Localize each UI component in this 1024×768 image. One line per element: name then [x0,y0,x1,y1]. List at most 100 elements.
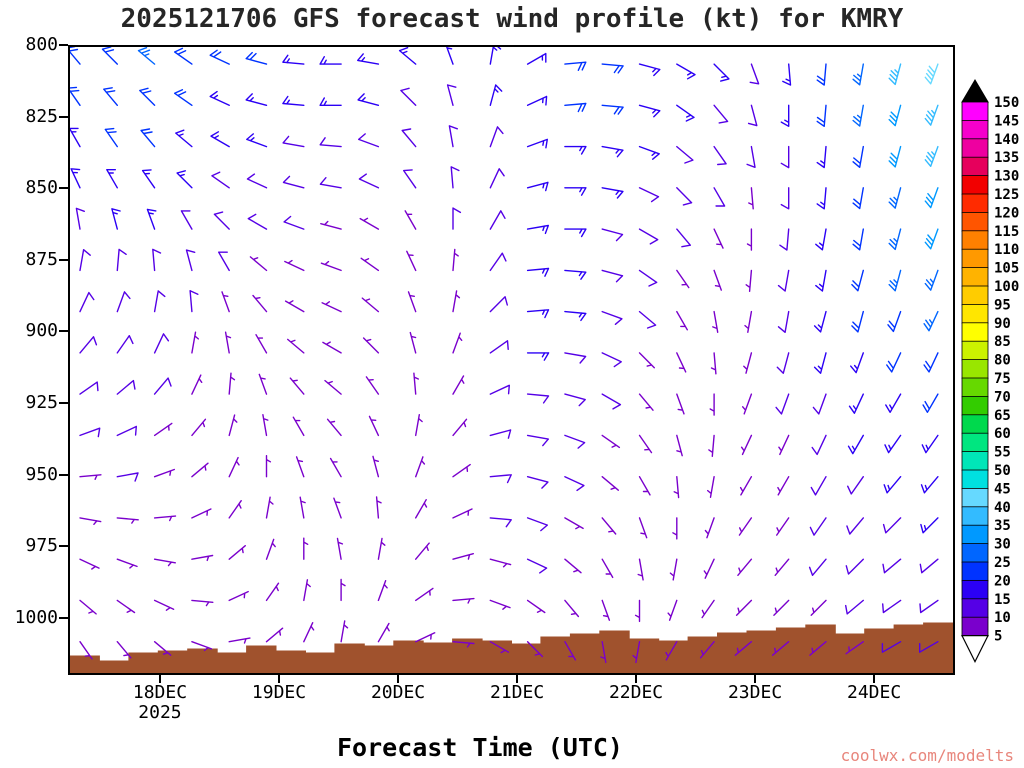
wind-barb [340,620,349,643]
colorbar-cell [961,469,989,490]
wind-barb [638,145,660,160]
colorbar-cell [961,524,989,545]
wind-barb [282,95,305,106]
wind-barb [228,637,251,644]
wind-barb [116,472,139,482]
wind-barb [111,208,121,230]
colorbar-cell [961,616,989,637]
wind-barb [775,393,790,415]
wind-barb [699,641,715,659]
wind-barb [452,597,475,604]
colorbar-tick-label: 65 [994,408,1011,424]
x-tick-mark [397,675,400,683]
wind-barb [79,641,93,660]
wind-barb [319,97,342,106]
wind-barb [601,517,617,535]
colorbar-cell [961,193,989,214]
wind-barb [672,517,678,540]
colorbar-tick-label: 75 [994,371,1011,387]
y-tick-mark [59,330,68,333]
wind-barb [847,434,864,455]
wind-barb [359,217,380,230]
wind-barb [324,379,342,395]
wind-barb [852,104,864,127]
terrain-profile [70,622,953,673]
colorbar-legend: 5 10 15 20 25 30 35 40 45 50 55 60 65 70 75 80 85 90 95 100… [961,79,1019,663]
colorbar-cell [961,267,989,288]
wind-barb [140,128,156,148]
x-axis-year-label: 2025 [138,702,182,723]
wind-barb [452,641,475,648]
wind-barb [185,249,196,272]
wind-barb [209,90,230,106]
wind-barb [601,63,624,74]
wind-barb [526,309,550,319]
wind-barb [415,499,428,519]
wind-barb [703,558,715,579]
wind-barb [924,63,939,85]
colorbar-tick-label: 85 [994,334,1011,350]
wind-barb [526,641,544,658]
wind-barb [526,95,548,106]
wind-barb [191,462,209,478]
wind-barb [141,169,156,189]
wind-barb [774,558,790,576]
wind-barb [921,434,939,454]
colorbar-cell [961,120,989,140]
wind-barb [816,187,827,210]
wind-barb [676,187,693,206]
wind-barb [228,500,242,519]
colorbar-cell [961,395,989,416]
wind-barb [284,300,305,313]
colorbar-tick-label: 110 [994,242,1019,258]
wind-barb [780,187,790,210]
wind-barb [888,228,902,251]
colorbar-cell [961,579,989,600]
wind-barb [489,168,505,189]
wind-barb [704,517,715,539]
wind-barb [191,331,199,354]
colorbar-tick-label: 45 [994,481,1011,497]
wind-barb [245,93,268,106]
colorbar-under-arrow [961,634,989,663]
wind-barb [808,558,827,576]
wind-barb [218,251,230,272]
colorbar-tick-label: 40 [994,500,1011,516]
wind-barb [601,310,623,325]
wind-barb [452,248,459,272]
wind-barb [601,599,611,621]
wind-barb [564,187,587,196]
wind-barb [180,210,193,230]
wind-barb [851,269,864,292]
wind-barb [713,63,730,82]
wind-barb [526,434,549,447]
wind-barb [526,599,546,614]
wind-barb [778,434,790,456]
x-tick-mark [516,675,519,683]
wind-barb [780,145,790,169]
wind-barb [601,145,624,158]
wind-barb [924,228,939,250]
wind-barb [924,104,939,126]
wind-barb [816,104,827,127]
wind-barb [282,175,305,189]
wind-barb [319,177,342,189]
wind-barb [676,269,690,289]
wind-barb [601,558,614,579]
wind-barb [601,352,622,368]
colorbar-cell [961,211,989,232]
wind-barb [667,599,678,621]
wind-barb [452,375,465,395]
wind-barb [489,84,503,106]
wind-barb [746,145,756,168]
y-tick-mark [59,401,68,404]
wind-barb [782,63,792,86]
wind-barb [526,181,549,192]
wind-barb [400,87,417,106]
wind-barb [321,301,342,313]
wind-barb [489,340,509,354]
wind-barb [744,310,753,333]
wind-barb [289,377,305,395]
wind-barb [116,425,137,437]
